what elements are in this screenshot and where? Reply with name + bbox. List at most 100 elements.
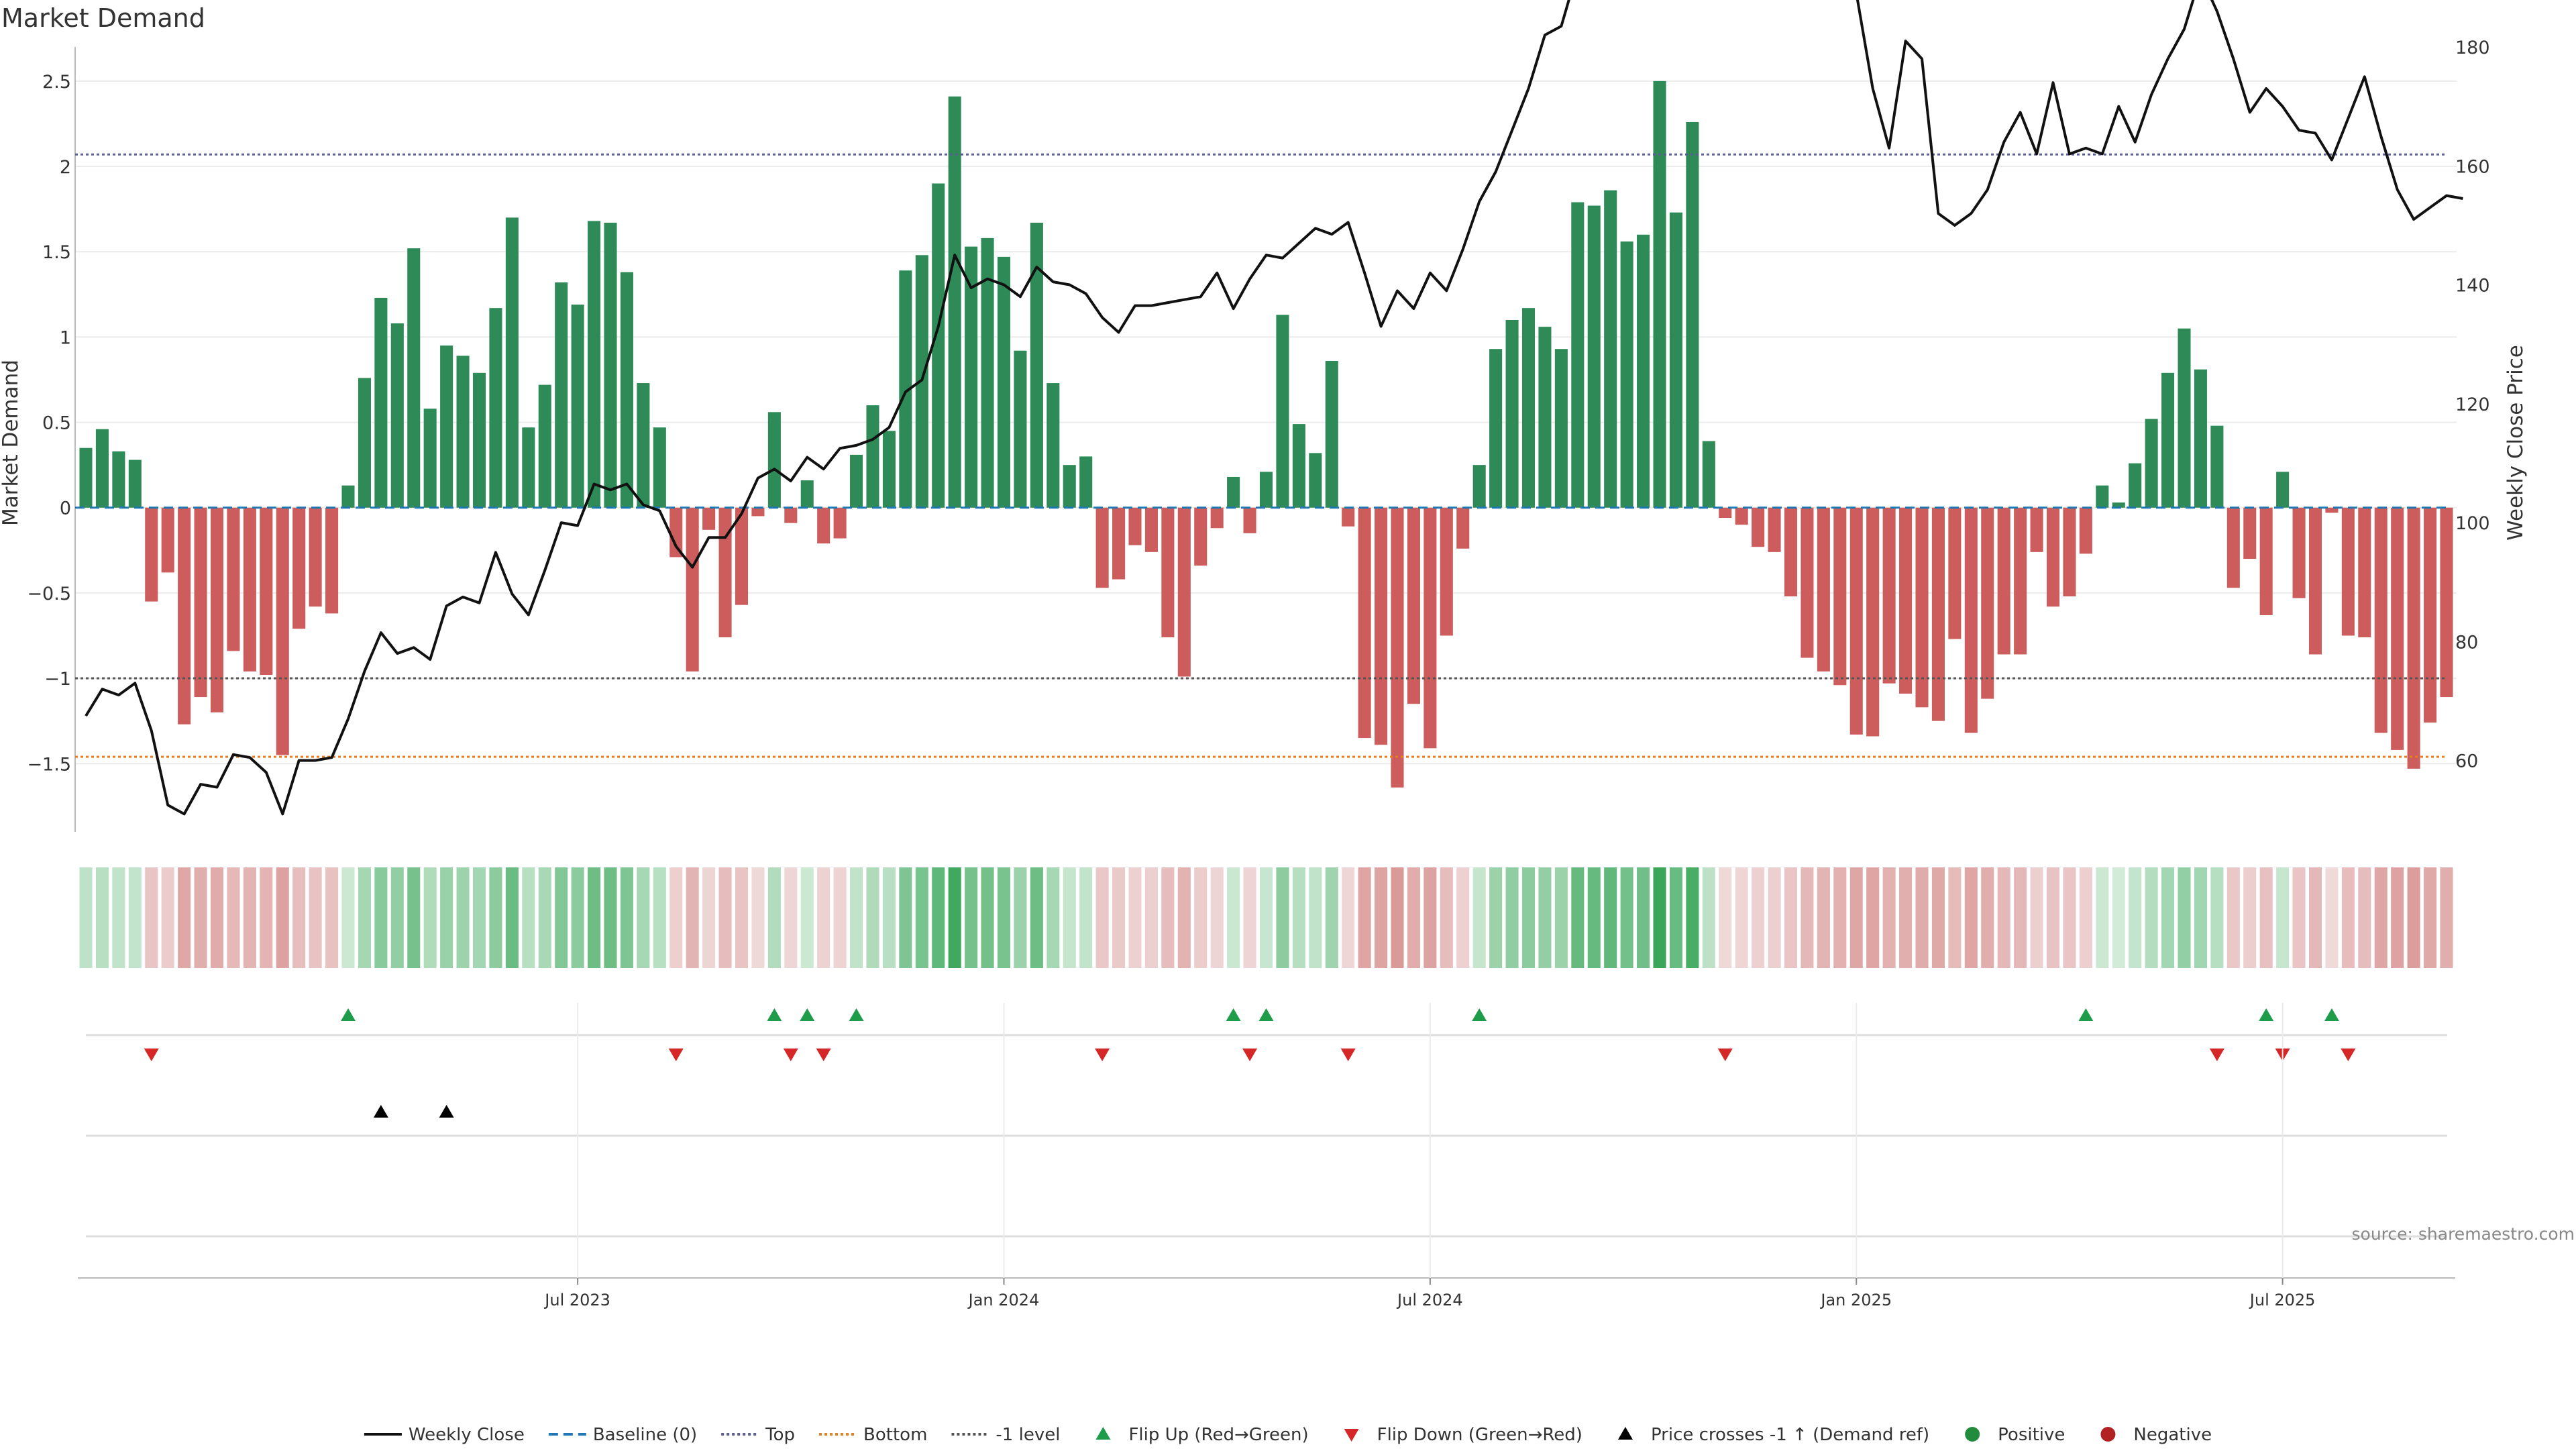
positive-bar <box>604 222 617 508</box>
flip-up-marker <box>1258 1008 1274 1021</box>
positive-bar <box>2194 369 2207 508</box>
heat-cell <box>2358 867 2371 968</box>
legend: Weekly Close Baseline (0) Top Bottom -1 leve… <box>364 1425 2212 1445</box>
positive-bar <box>2161 372 2175 508</box>
legend-label: Baseline (0) <box>593 1425 697 1445</box>
heat-cell <box>2374 867 2387 968</box>
heat-cell <box>1292 867 1305 968</box>
negative-bar <box>1342 507 1355 527</box>
heat-cell <box>1177 867 1191 968</box>
x-axis: Jul 2023 Jan 2024 Jul 2024 Jan 2025 Jul 2025 <box>78 1003 2455 1309</box>
heat-cell <box>1472 867 1486 968</box>
positive-bar <box>1505 319 1519 508</box>
negative-bar <box>2079 507 2092 554</box>
negative-bar <box>243 507 256 672</box>
weekly-close-line <box>85 0 2463 816</box>
heat-cell <box>1833 867 1847 968</box>
heat-cell <box>948 867 961 968</box>
negative-bar <box>2407 507 2420 769</box>
negative-bar <box>2374 507 2387 733</box>
positive-bar <box>423 409 437 508</box>
negative-bar <box>2259 507 2273 615</box>
positive-bar <box>1046 383 1060 508</box>
negative-bar <box>2325 507 2339 513</box>
positive-bar <box>653 427 666 508</box>
flip-up-marker <box>767 1008 782 1021</box>
positive-bar <box>374 297 388 508</box>
negative-bar <box>2424 507 2437 723</box>
heat-cell <box>2063 867 2076 968</box>
left-tick-label: −0.5 <box>27 584 71 604</box>
positive-bar <box>866 405 879 508</box>
heat-cell <box>2325 867 2339 968</box>
negative-bar <box>1161 507 1175 638</box>
heat-cell <box>423 867 437 968</box>
heat-cell <box>686 867 699 968</box>
negative-bar <box>1358 507 1371 739</box>
heat-cell <box>1866 867 1880 968</box>
flip-up-marker <box>2324 1008 2339 1021</box>
negative-bar <box>1177 507 1191 677</box>
heat-cell <box>243 867 256 968</box>
positive-bar <box>538 384 551 508</box>
right-tick-label: 60 <box>2455 751 2478 772</box>
negative-bar <box>2358 507 2371 638</box>
negative-bar <box>325 507 339 614</box>
left-tick-label: −1.5 <box>27 754 71 775</box>
left-axis-label: Market Demand <box>0 360 23 526</box>
heat-cell <box>260 867 273 968</box>
negative-bar <box>1407 507 1420 704</box>
negative-bar <box>2046 507 2060 607</box>
heat-cell <box>472 867 486 968</box>
negative-bar <box>1833 507 1847 686</box>
positive-bar <box>850 454 863 508</box>
heat-cell <box>1259 867 1273 968</box>
positive-bar <box>407 248 421 508</box>
x-tick-label: Jul 2024 <box>1396 1291 1463 1309</box>
heat-cell <box>1604 867 1617 968</box>
x-tick-label: Jul 2025 <box>2249 1291 2316 1309</box>
positive-bar <box>1259 472 1273 508</box>
positive-bar <box>767 412 781 508</box>
heat-cell <box>2407 867 2420 968</box>
legend-label: Bottom <box>863 1425 927 1445</box>
right-tick-label: 160 <box>2455 156 2490 177</box>
heat-cell <box>1095 867 1109 968</box>
positive-bar <box>79 447 93 508</box>
left-tick-label: 1 <box>60 327 71 348</box>
positive-bar <box>1276 315 1289 508</box>
legend-symbol <box>1344 1429 1359 1442</box>
heat-cell <box>1030 867 1043 968</box>
negative-bar <box>1899 507 1913 694</box>
heat-cell <box>2030 867 2043 968</box>
heat-cell <box>505 867 519 968</box>
heat-cell <box>915 867 928 968</box>
heat-cell <box>1849 867 1863 968</box>
positive-bar <box>1538 327 1552 508</box>
positive-bar <box>637 383 650 508</box>
heat-cell <box>2341 867 2355 968</box>
negative-bar <box>145 507 158 602</box>
positive-bar <box>948 96 961 508</box>
positive-bar <box>1292 424 1305 508</box>
negative-bar <box>1144 507 1158 552</box>
heat-cell <box>833 867 847 968</box>
heat-cell <box>1440 867 1453 968</box>
positive-bar <box>588 221 601 508</box>
heat-cell <box>620 867 633 968</box>
heat-cell <box>1997 867 2010 968</box>
right-tick-label: 120 <box>2455 394 2490 415</box>
heat-cell <box>588 867 601 968</box>
heat-cell <box>1948 867 1962 968</box>
heat-cell <box>653 867 666 968</box>
negative-bar <box>784 507 798 523</box>
positive-bar <box>571 305 584 508</box>
positive-bar <box>112 451 125 508</box>
positive-bar <box>1063 465 1076 508</box>
negative-bar <box>1735 507 1748 525</box>
positive-bar <box>2112 502 2125 508</box>
negative-bar <box>2030 507 2043 552</box>
heat-cell <box>79 867 93 968</box>
heat-cell <box>1620 867 1633 968</box>
